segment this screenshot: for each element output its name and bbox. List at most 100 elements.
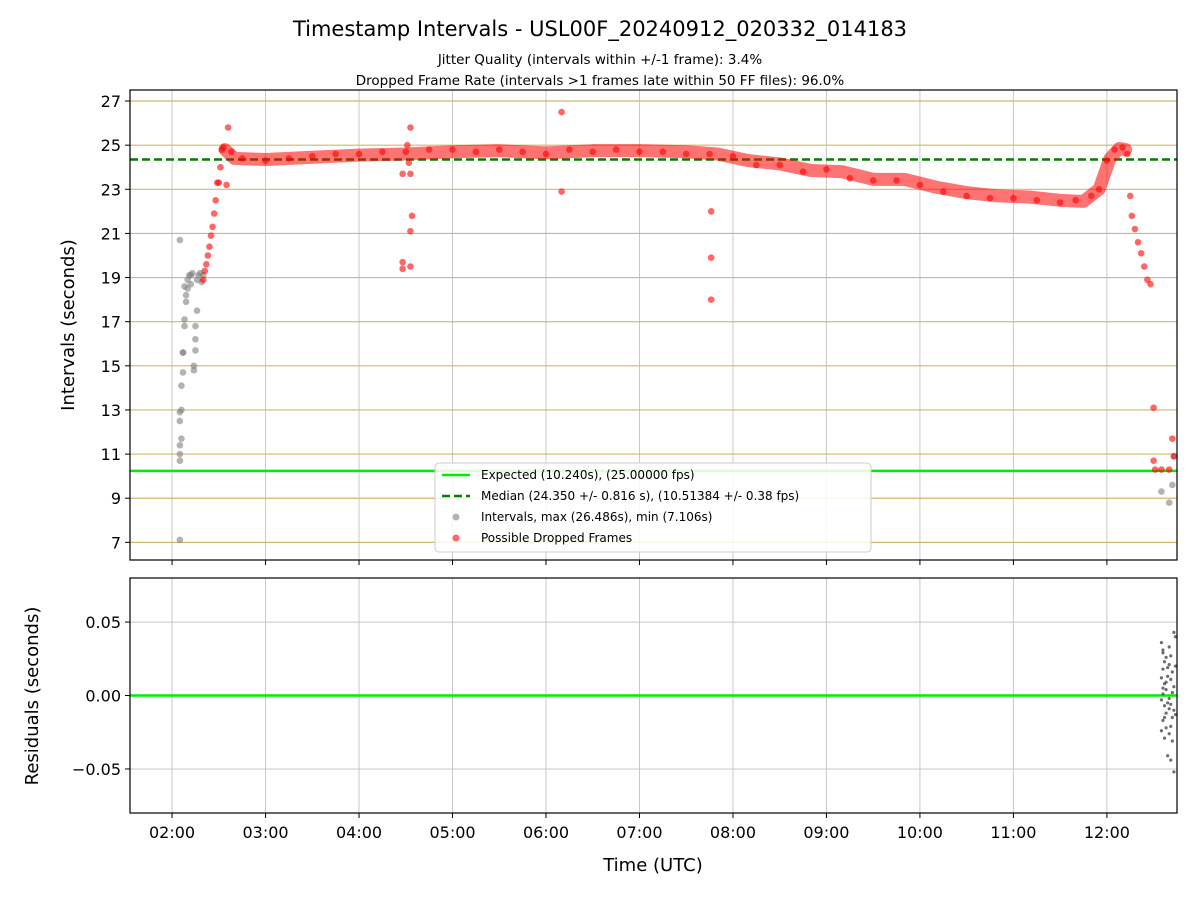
residual-point [1169,758,1173,762]
x-tick-label: 04:00 [336,823,382,842]
residual-point [1159,641,1164,645]
dropped-frame-point [407,263,414,270]
dropped-frame-point [1150,457,1157,465]
residual-point [1167,663,1171,667]
dropped-frame-point [223,181,230,189]
intervals-plot-area: 7 9 11 13 15 17 19 21 23 25 27 Intervals (seconds)… [58,89,1178,565]
dropped-frame-point [404,141,411,149]
residual-point [1169,654,1173,658]
dropped-frame-point [220,144,227,151]
dropped-frame-point [916,181,924,189]
dropped-frame-point [379,148,386,156]
dropped-frame-point [407,227,414,235]
residual-point [1170,715,1174,720]
dropped-frame-point [893,177,900,184]
y-tick-label: −0.05 [72,760,121,779]
dropped-frame-point [1147,280,1154,288]
residual-point [1162,704,1167,708]
residual-point [1161,648,1165,652]
residual-point [1166,665,1170,670]
interval-point [178,406,185,414]
dropped-frame-point [682,150,690,158]
y-tick-label: 17 [101,313,121,332]
interval-point [181,283,188,290]
dropped-frame-point [566,146,573,153]
dropped-frame-point [201,267,209,275]
dropped-frame-point [659,148,667,156]
dropped-frame-point [1056,199,1064,206]
interval-point [187,280,195,288]
dropped-frame-point [402,148,410,156]
dropped-frame-point [706,150,713,158]
interval-point [181,322,188,330]
dropped-frame-point [1123,150,1131,158]
interval-point [190,362,198,370]
interval-point [179,369,187,376]
y-tick-label: 15 [101,357,121,376]
interval-point [181,316,188,323]
dropped-frame-point [405,159,413,167]
interval-point [182,298,190,306]
dropped-frame-point [238,155,246,162]
legend-box [434,462,872,553]
residual-point [1162,660,1167,664]
dropped-frame-point [1169,435,1176,442]
residual-point [1166,674,1170,679]
dropped-frame-point [199,276,207,284]
interval-point [176,441,184,449]
x-tick-label: 09:00 [803,823,849,842]
dropped-frame-point [1151,466,1159,473]
y-tick-label: 25 [101,136,121,155]
dropped-frame-point [1170,452,1178,460]
residual-point [1166,701,1170,705]
dropped-frame-point [1150,404,1157,412]
interval-point [193,307,201,314]
dropped-frame-point [399,258,406,266]
intervals-x-tick-marks [171,560,1108,565]
x-tick-label: 10:00 [897,823,943,842]
residual-point [1161,692,1165,696]
residual-point [1162,736,1167,740]
intervals-points [176,108,1178,544]
dropped-frame-point [1072,197,1080,204]
x-tick-label: 02:00 [149,823,195,842]
dropped-frame-point [963,192,970,200]
legend-intervals-swatch [452,513,460,521]
dropped-frame-point [210,210,218,217]
dropped-frame-point [209,223,216,231]
x-tick-label: 11:00 [990,823,1036,842]
dropped-frame-point [753,161,760,169]
residual-point [1173,712,1178,717]
dropped-frame-point [207,232,215,239]
x-tick-label: 07:00 [616,823,662,842]
x-tick-label: 05:00 [429,823,475,842]
dropped-frame-point [206,243,213,250]
residual-point [1161,667,1165,671]
dropped-frame-point [1119,144,1126,151]
dropped-frame-point [262,157,269,164]
interval-point [1169,481,1176,489]
dropped-frame-point [542,150,550,158]
dropped-frame-point [215,179,223,186]
interval-point [179,349,187,356]
interval-point [176,236,184,244]
dropped-frame-point [823,166,830,173]
y-tick-label: 21 [101,224,121,243]
residual-point [1172,630,1176,634]
dropped-frame-point [1033,197,1041,204]
residual-point [1161,651,1165,655]
residual-point [1173,664,1178,668]
dropped-frame-point [425,146,433,153]
interval-point [192,336,199,343]
dropped-frame-point [407,170,414,178]
dropped-frame-point [399,170,406,178]
dropped-frame-point [589,148,597,156]
intervals-y-axis-label: Intervals (seconds) [58,239,79,411]
residual-point [1167,696,1171,701]
dropped-frame-point [707,296,715,303]
y-tick-label: 11 [101,445,121,464]
residual-point [1170,739,1174,743]
legend-dropped-swatch [452,534,460,542]
interval-point [182,291,190,299]
x-tick-label: 03:00 [242,823,288,842]
